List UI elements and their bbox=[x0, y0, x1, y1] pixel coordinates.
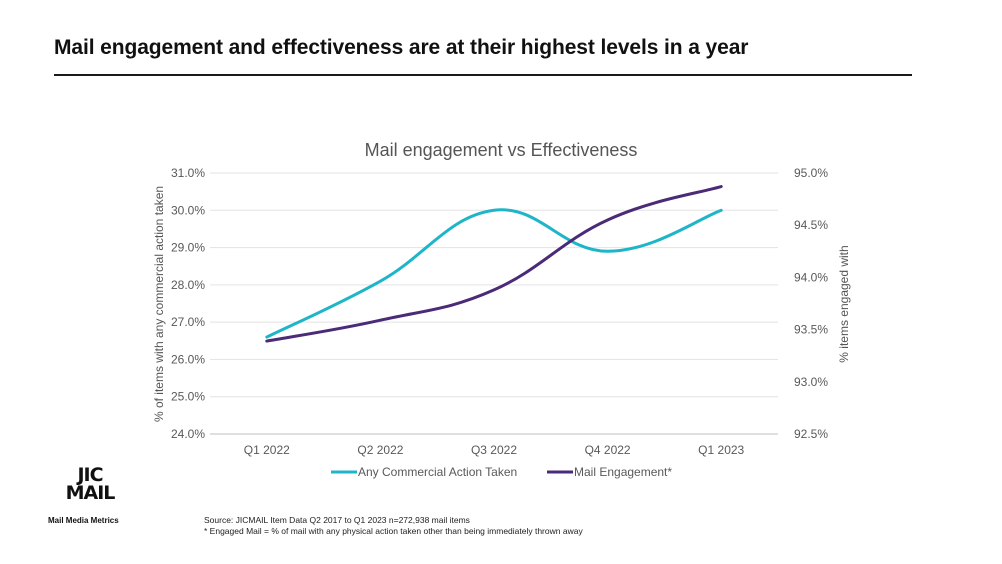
source-footnote: Source: JICMAIL Item Data Q2 2017 to Q1 … bbox=[204, 515, 583, 537]
logo-line-1: JIC bbox=[77, 464, 103, 486]
y-axis-left-label: % of items with any commercial action ta… bbox=[152, 186, 166, 422]
y-left-tick-label: 25.0% bbox=[171, 390, 205, 404]
y-left-tick-label: 28.0% bbox=[171, 278, 205, 292]
footnote-definition: * Engaged Mail = % of mail with any phys… bbox=[204, 526, 583, 536]
series-line-mail-engagement bbox=[265, 185, 723, 343]
y-right-tick-label: 95.0% bbox=[794, 166, 828, 180]
y-axis-right-label: % items engaged with bbox=[837, 245, 851, 362]
chart-title: Mail engagement vs Effectiveness bbox=[365, 140, 638, 160]
legend-label: Mail Engagement* bbox=[574, 465, 672, 479]
y-right-tick-label: 93.0% bbox=[794, 375, 828, 389]
x-tick-label: Q1 2023 bbox=[698, 443, 744, 457]
y-left-tick-label: 24.0% bbox=[171, 427, 205, 441]
y-left-tick-label: 27.0% bbox=[171, 315, 205, 329]
page-headline: Mail engagement and effectiveness are at… bbox=[54, 36, 749, 59]
jicmail-logo: JIC MAIL Mail Media Metrics bbox=[48, 466, 138, 528]
x-tick-label: Q2 2022 bbox=[357, 443, 403, 457]
y-right-tick-label: 92.5% bbox=[794, 427, 828, 441]
y-left-tick-label: 31.0% bbox=[171, 166, 205, 180]
x-tick-label: Q4 2022 bbox=[585, 443, 631, 457]
y-right-tick-label: 93.5% bbox=[794, 323, 828, 337]
y-left-tick-label: 30.0% bbox=[171, 203, 205, 217]
logo-line-2: MAIL bbox=[65, 482, 116, 504]
series-line-commercial-action bbox=[265, 208, 723, 339]
y-right-tick-label: 94.5% bbox=[794, 218, 828, 232]
y-left-tick-label: 29.0% bbox=[171, 241, 205, 255]
x-tick-label: Q3 2022 bbox=[471, 443, 517, 457]
headline-divider bbox=[54, 74, 912, 76]
x-tick-label: Q1 2022 bbox=[244, 443, 290, 457]
logo-tagline: Mail Media Metrics bbox=[48, 516, 119, 525]
y-right-tick-label: 94.0% bbox=[794, 270, 828, 284]
y-left-tick-label: 26.0% bbox=[171, 352, 205, 366]
footnote-source: Source: JICMAIL Item Data Q2 2017 to Q1 … bbox=[204, 515, 470, 525]
legend-label: Any Commercial Action Taken bbox=[358, 465, 517, 479]
